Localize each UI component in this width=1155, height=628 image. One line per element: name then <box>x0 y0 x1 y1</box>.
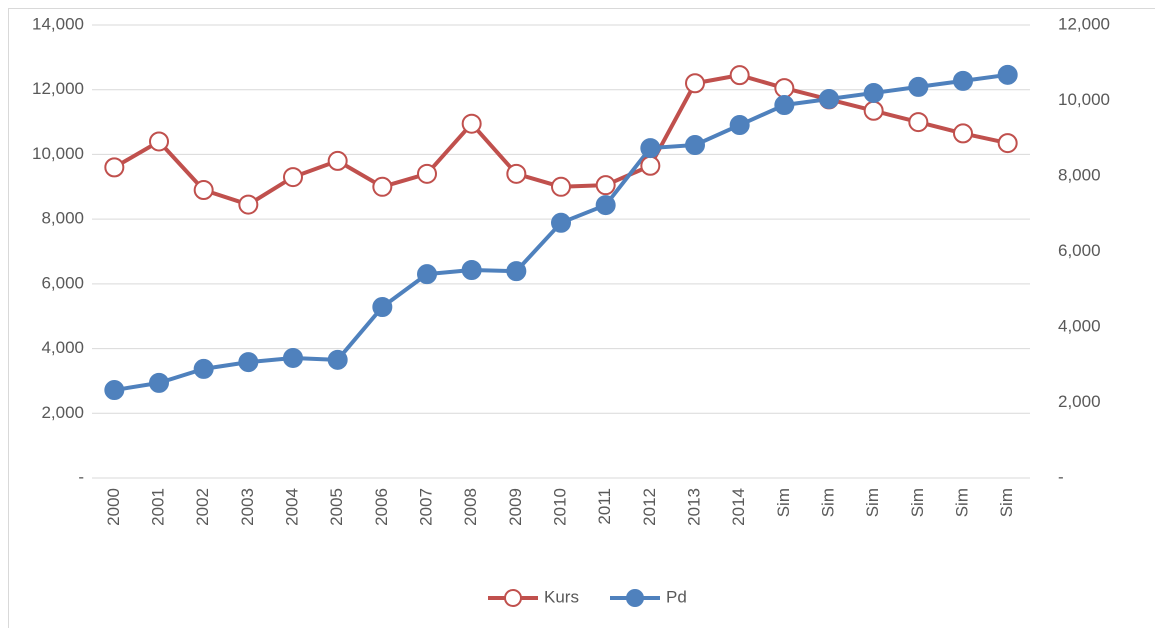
y-tick-label: 8,000 <box>41 209 84 228</box>
legend-label: Kurs <box>544 587 579 606</box>
x-tick-label: 2000 <box>104 488 123 526</box>
chart-border <box>8 8 1155 628</box>
marker <box>417 163 437 184</box>
y2-tick-label: 6,000 <box>1058 241 1101 260</box>
x-tick-label: 2011 <box>595 488 614 525</box>
x-tick-label: Sim <box>863 488 882 517</box>
marker <box>461 113 482 134</box>
y2-tick-label: 8,000 <box>1058 165 1101 184</box>
x-tick-label: 2010 <box>550 488 569 526</box>
marker <box>551 176 571 197</box>
marker <box>863 100 884 121</box>
marker <box>506 163 527 184</box>
y2-tick-label: 12,000 <box>1058 14 1110 33</box>
marker <box>551 212 571 233</box>
x-tick-label: 2012 <box>640 488 659 526</box>
x-tick-label: 2006 <box>372 488 391 526</box>
marker <box>104 380 125 401</box>
marker <box>595 175 616 196</box>
marker <box>640 138 661 159</box>
marker <box>640 155 661 176</box>
marker <box>193 180 214 201</box>
marker <box>238 352 259 373</box>
marker <box>908 76 929 97</box>
y2-tick-label: - <box>1058 467 1064 486</box>
marker <box>908 112 929 133</box>
marker <box>774 95 795 116</box>
marker <box>149 372 169 393</box>
marker <box>461 259 482 280</box>
x-tick-label: 2001 <box>148 488 167 526</box>
x-tick-label: 2004 <box>282 488 301 526</box>
y2-tick-label: 10,000 <box>1058 90 1110 109</box>
y2-tick-label: 4,000 <box>1058 316 1101 335</box>
y-tick-label: 12,000 <box>32 79 84 98</box>
x-tick-label: 2007 <box>416 488 435 526</box>
y2-tick-label: 2,000 <box>1058 392 1101 411</box>
marker <box>953 123 973 144</box>
x-tick-label: Sim <box>774 488 793 517</box>
marker <box>997 133 1018 154</box>
marker <box>729 115 750 136</box>
marker <box>863 82 884 103</box>
legend-marker <box>504 589 522 607</box>
y-tick-label: - <box>78 467 84 486</box>
y-tick-label: 2,000 <box>41 403 84 422</box>
marker <box>819 88 839 109</box>
marker <box>685 73 705 94</box>
y-tick-label: 6,000 <box>41 273 84 292</box>
x-tick-label: Sim <box>908 488 927 517</box>
x-tick-label: 2008 <box>461 488 480 526</box>
marker <box>238 194 259 215</box>
marker <box>685 135 705 156</box>
y-tick-label: 4,000 <box>41 338 84 357</box>
legend-label: Pd <box>666 587 687 606</box>
marker <box>997 64 1018 85</box>
x-tick-label: 2009 <box>506 488 525 526</box>
marker <box>283 167 303 188</box>
x-tick-label: 2005 <box>327 488 346 526</box>
marker <box>327 150 348 171</box>
marker <box>193 358 214 379</box>
marker <box>372 176 393 197</box>
x-tick-label: 2002 <box>193 488 212 526</box>
x-tick-label: Sim <box>997 488 1016 517</box>
x-tick-label: 2003 <box>238 488 257 526</box>
marker <box>506 261 527 282</box>
marker <box>149 131 169 152</box>
marker <box>729 65 750 86</box>
x-tick-label: 2014 <box>729 488 748 526</box>
y-tick-label: 10,000 <box>32 144 84 163</box>
x-tick-label: Sim <box>818 488 837 517</box>
marker <box>327 349 348 370</box>
legend-marker <box>626 589 644 607</box>
marker <box>283 347 303 368</box>
marker <box>595 195 616 216</box>
y-tick-label: 14,000 <box>32 14 84 33</box>
marker <box>104 157 125 178</box>
marker <box>774 78 795 99</box>
marker <box>417 264 437 285</box>
x-tick-label: 2013 <box>684 488 703 526</box>
marker <box>372 296 393 317</box>
marker <box>953 70 973 91</box>
x-tick-label: Sim <box>952 488 971 517</box>
